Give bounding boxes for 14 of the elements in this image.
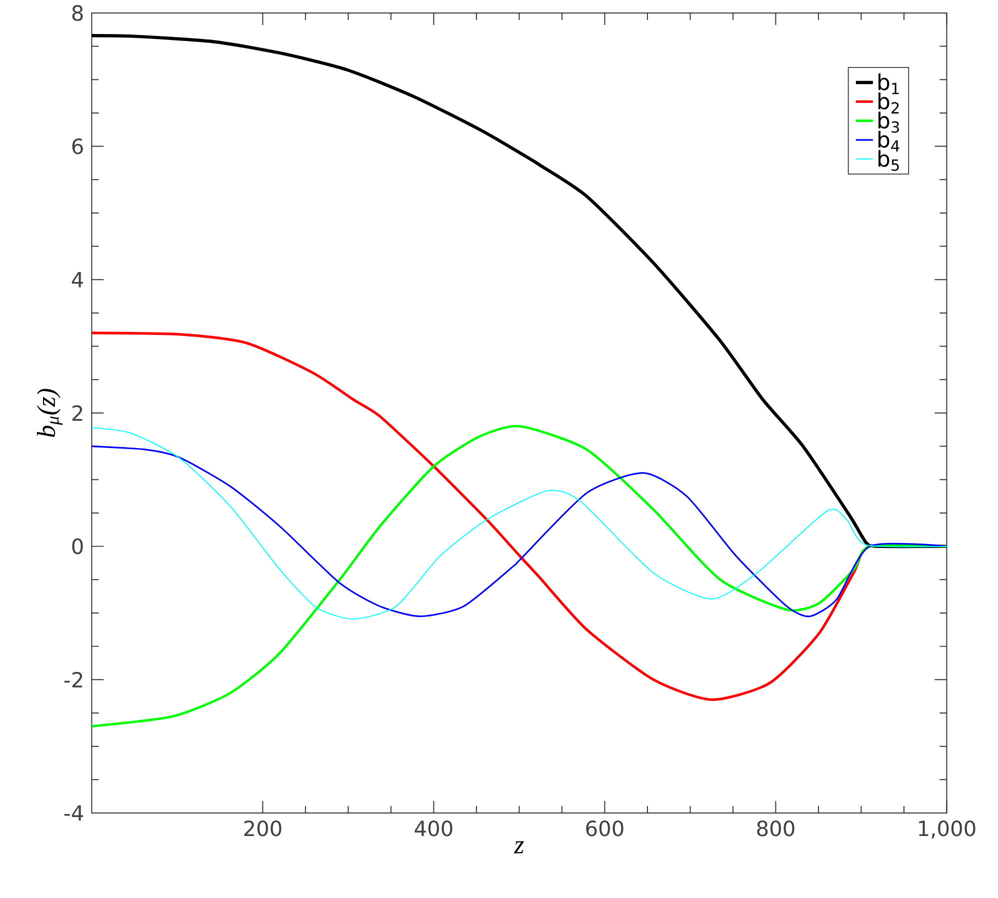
y-tick-label: 2: [72, 405, 82, 421]
x-tick-label: 600: [586, 820, 624, 836]
y-tick-label: 0: [72, 538, 83, 554]
y-tick-label: -4: [64, 805, 84, 821]
y-tick-label: 4: [72, 272, 84, 288]
x-tick-label: 800: [757, 820, 794, 836]
x-axis-title: z: [514, 841, 524, 854]
x-tick-label: 200: [244, 820, 282, 836]
y-tick-label: 8: [72, 5, 83, 21]
y-tick-label: -2: [64, 672, 82, 688]
y-tick-label: 6: [72, 138, 83, 154]
x-tick-label: 1,000: [919, 820, 976, 838]
x-tick-label: 400: [414, 820, 452, 836]
y-axis-title: b$_{μ}$(z): [36, 388, 62, 437]
